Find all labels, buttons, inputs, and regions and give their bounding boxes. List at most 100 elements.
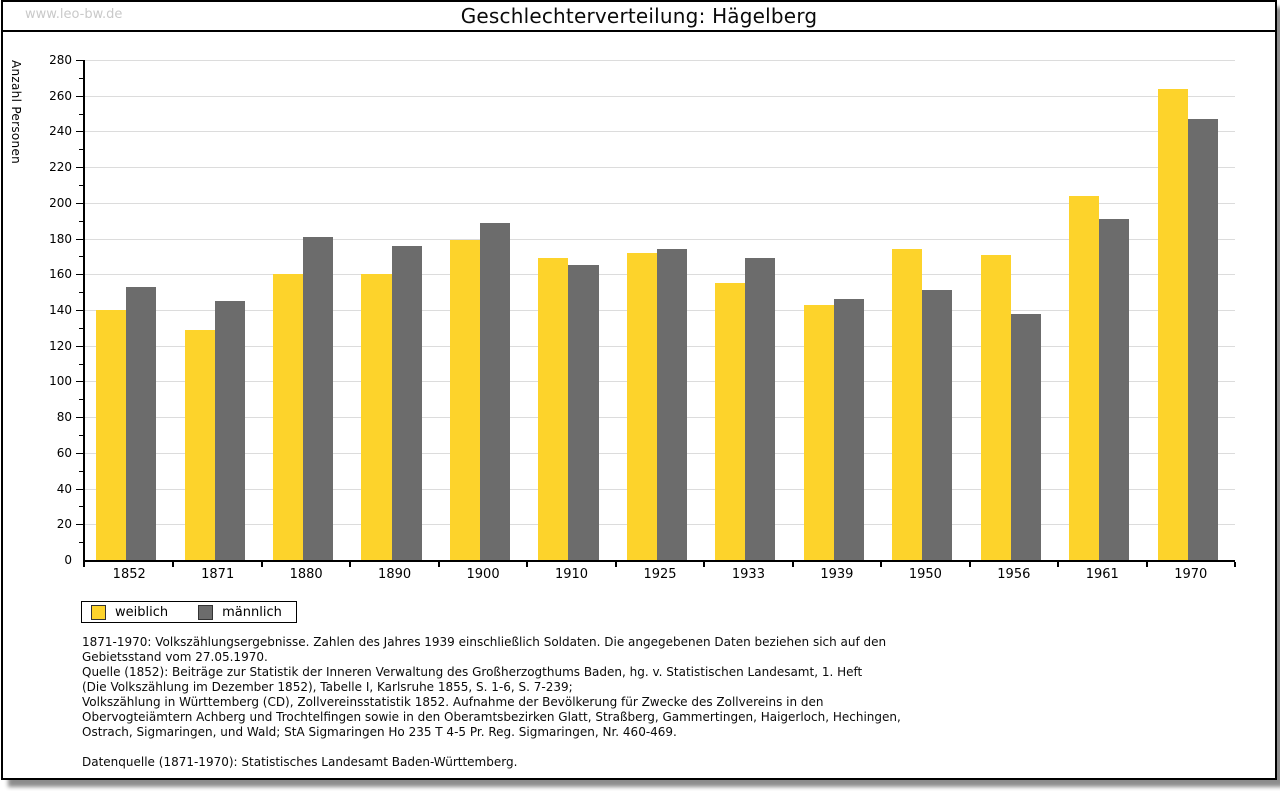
y-tick — [79, 399, 83, 401]
y-tick — [79, 292, 83, 294]
y-axis-tick-label: 280 — [49, 53, 72, 67]
y-axis-title: Anzahl Personen — [9, 60, 23, 165]
y-tick — [79, 185, 83, 186]
y-axis-tick-label: 140 — [49, 303, 72, 317]
y-tick — [76, 60, 83, 61]
y-tick — [79, 435, 83, 436]
x-axis-tick-label: 1956 — [997, 567, 1031, 582]
x-tick — [260, 562, 263, 567]
y-tick — [76, 345, 83, 347]
y-axis-tick-label: 20 — [56, 517, 72, 532]
y-tick — [76, 95, 83, 97]
x-axis-tick-label: 1950 — [908, 567, 942, 582]
bar-chart: 0 20 40 60 80 100 120 140 160 180 200 220 240 260 280 1… — [3, 2, 1275, 602]
x-axis — [83, 560, 1235, 562]
site-watermark: www.leo-bw.de — [25, 7, 123, 22]
bar-weiblich-1950 — [892, 249, 923, 560]
bar-weiblich-1890 — [361, 274, 392, 560]
x-tick — [1057, 562, 1060, 567]
y-tick — [79, 363, 83, 365]
y-tick — [76, 524, 83, 526]
y-tick — [79, 77, 83, 79]
y-axis-tick-label: 40 — [56, 481, 72, 496]
x-axis-tick-label: 1852 — [112, 567, 146, 582]
note-line: Volkszählung in Württemberg (CD), Zollve… — [82, 695, 824, 709]
legend-label: weiblich — [115, 604, 169, 620]
y-tick — [76, 131, 83, 133]
y-axis — [83, 60, 85, 567]
y-tick — [79, 542, 83, 544]
bar-weiblich-1933 — [715, 283, 746, 560]
y-tick — [79, 506, 83, 508]
y-axis-tick-label: 260 — [49, 88, 72, 103]
x-tick — [614, 562, 617, 567]
note-line: Quelle (1852): Beiträge zur Statistik de… — [82, 665, 863, 679]
y-tick — [76, 167, 83, 169]
legend: weiblich männlich — [81, 601, 297, 623]
y-axis-tick-label: 60 — [56, 445, 72, 460]
x-axis-tick-label: 1939 — [820, 567, 854, 582]
note-line: Gebietsstand vom 27.05.1970. — [82, 650, 268, 664]
gridline — [85, 60, 1235, 61]
bar-männlich-1970 — [1187, 118, 1218, 560]
y-tick — [79, 113, 83, 115]
bar-weiblich-1939 — [803, 304, 834, 560]
y-tick — [76, 488, 83, 490]
datasource-line: Datenquelle (1871-1970): Statistisches L… — [82, 755, 518, 769]
bar-männlich-1890 — [391, 245, 422, 560]
y-axis-tick-label: 100 — [49, 374, 72, 389]
x-tick — [968, 562, 971, 567]
y-tick — [76, 381, 83, 383]
bar-weiblich-1956 — [980, 254, 1011, 560]
x-tick — [437, 562, 440, 567]
bar-männlich-1910 — [568, 265, 599, 560]
legend-item-weiblich: weiblich — [91, 604, 169, 620]
note-line: 1871-1970: Volkszählungsergebnisse. Zahl… — [82, 635, 887, 649]
y-tick — [79, 470, 83, 472]
y-axis-tick-label: 240 — [49, 124, 72, 139]
x-axis-tick-label: 1925 — [643, 567, 677, 582]
note-line: Obervogteiämtern Achberg und Trochtelfin… — [82, 710, 901, 724]
bar-männlich-1880 — [303, 236, 334, 560]
bar-männlich-1900 — [479, 222, 511, 560]
y-tick — [76, 238, 83, 240]
x-axis-tick-label: 1910 — [554, 567, 589, 582]
bar-weiblich-1925 — [626, 252, 657, 560]
x-tick — [1145, 562, 1148, 567]
bar-weiblich-1970 — [1157, 88, 1188, 560]
chart-title: Geschlechterverteilung: Hägelberg — [460, 4, 818, 28]
y-axis-tick-label: 80 — [56, 410, 72, 425]
bar-männlich-1925 — [656, 249, 687, 560]
y-tick — [76, 274, 83, 276]
note-line: Ostrach, Sigmaringen, und Wald; StA Sigm… — [82, 725, 677, 739]
y-tick — [76, 202, 83, 204]
x-axis-tick-label: 1871 — [201, 567, 235, 582]
x-axis-tick-label: 1933 — [731, 567, 765, 582]
chart-header: Geschlechterverteilung: Hägelberg — [3, 2, 1275, 32]
y-tick — [76, 310, 83, 311]
x-tick — [349, 562, 352, 567]
y-axis-tick-label: 200 — [49, 195, 72, 210]
y-tick — [79, 327, 83, 329]
bar-weiblich-1900 — [449, 240, 480, 560]
gridline — [85, 95, 1235, 97]
x-tick — [1234, 562, 1236, 567]
bar-männlich-1961 — [1099, 218, 1130, 560]
gridline — [85, 202, 1235, 204]
x-axis-tick-label: 1880 — [289, 567, 323, 582]
x-tick — [172, 562, 175, 567]
bar-männlich-1950 — [922, 290, 953, 560]
gridline — [85, 167, 1235, 169]
y-axis-tick-label: 180 — [49, 231, 72, 246]
bar-weiblich-1871 — [184, 329, 215, 560]
y-axis-tick-label: 220 — [49, 160, 72, 175]
maennlich-color-swatch — [198, 604, 214, 620]
x-tick — [526, 562, 529, 567]
bar-männlich-1956 — [1010, 313, 1041, 560]
bar-männlich-1852 — [126, 286, 157, 560]
x-axis-tick-label: 1890 — [378, 567, 412, 582]
bar-weiblich-1880 — [272, 274, 304, 560]
bar-männlich-1871 — [214, 301, 245, 560]
y-tick — [76, 417, 83, 419]
bar-männlich-1939 — [833, 299, 864, 560]
